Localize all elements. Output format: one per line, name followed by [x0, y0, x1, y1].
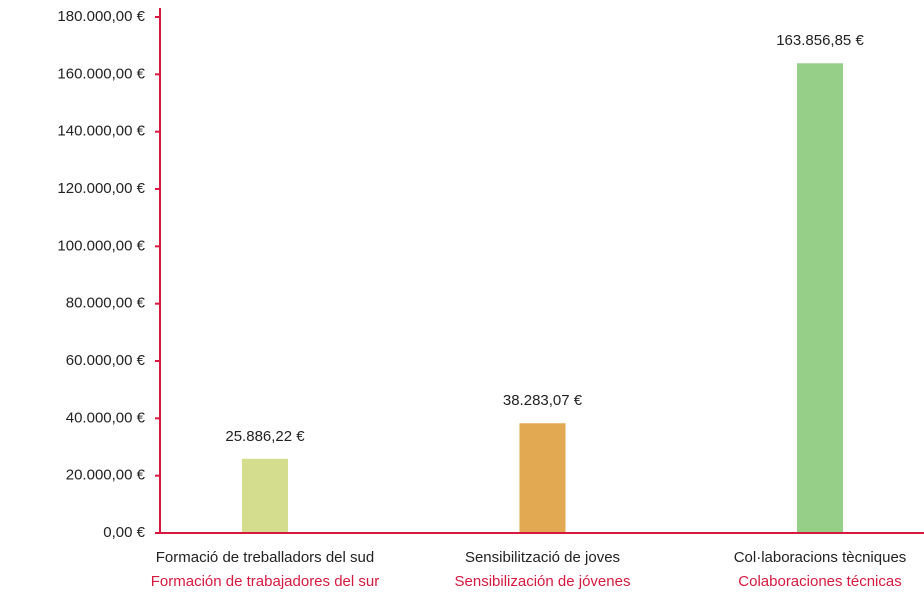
x-tick-label-es: Colaboraciones técnicas	[738, 573, 901, 590]
y-tick-label: 100.000,00 €	[57, 237, 145, 254]
y-tick-label: 140.000,00 €	[57, 123, 145, 140]
y-tick-label: 60.000,00 €	[66, 352, 146, 369]
x-tick-label-es: Formación de trabajadores del sur	[151, 573, 379, 590]
x-tick-label: Sensibilització de joves	[465, 549, 620, 566]
x-tick-label-es: Sensibilización de jóvenes	[455, 573, 631, 590]
y-tick-label: 160.000,00 €	[57, 65, 145, 82]
y-tick-label: 20.000,00 €	[66, 467, 146, 484]
value-label: 25.886,22 €	[225, 428, 305, 445]
x-tick-label: Col·laboracions tècniques	[734, 549, 907, 566]
bar	[797, 63, 843, 533]
value-label: 38.283,07 €	[503, 392, 583, 409]
x-tick-label: Formació de treballadors del sud	[156, 549, 374, 566]
y-tick-label: 0,00 €	[103, 524, 145, 541]
value-label: 163.856,85 €	[776, 32, 864, 49]
y-tick-label: 40.000,00 €	[66, 409, 146, 426]
bar	[242, 458, 288, 533]
bar	[519, 423, 566, 533]
y-tick-label: 80.000,00 €	[66, 295, 146, 312]
y-tick-label: 120.000,00 €	[57, 180, 145, 197]
y-tick-label: 180.000,00 €	[57, 8, 145, 25]
